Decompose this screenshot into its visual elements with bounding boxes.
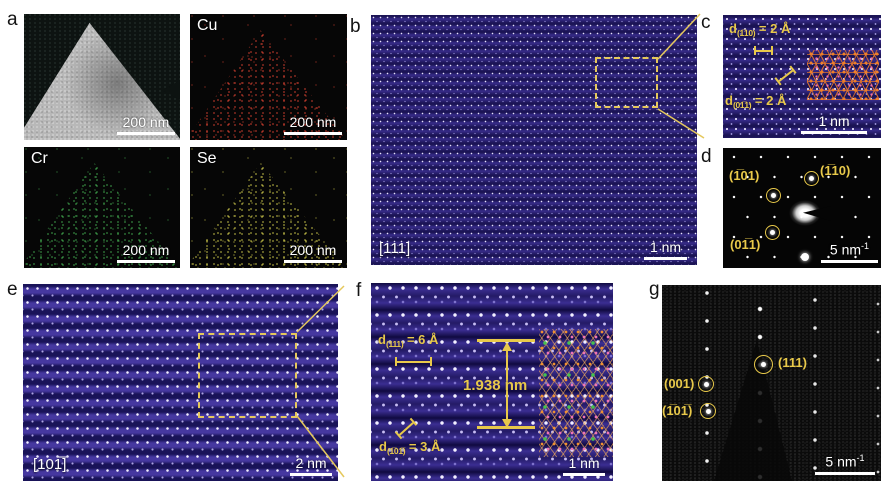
- scale-bar-text: 200 nm: [122, 241, 170, 258]
- diffraction-pattern-g: (111) (001) (1̅01̅) 5 nm-1: [662, 285, 881, 481]
- scale-bar-line: [815, 471, 875, 475]
- measurement-bracket-icon: [774, 65, 797, 86]
- scale-bar-text: 200 nm: [289, 113, 337, 130]
- zoom-region-box: [198, 333, 297, 418]
- hkl-subscript: (111): [385, 339, 404, 349]
- element-label: Cr: [31, 150, 48, 167]
- scale-bar-line: [284, 259, 342, 263]
- lattice-spacing-annotation-top: d(1̅10) = 2 Å: [729, 22, 790, 38]
- lattice-spacing-annotation-bottom: d(1̅01̅) = 3 Å: [379, 440, 440, 456]
- scale-bar: 200 nm: [117, 241, 175, 263]
- eds-map-cr: Cr 200 nm: [24, 147, 180, 268]
- reflection-label: (111): [778, 355, 807, 370]
- d-prefix: d: [729, 21, 737, 36]
- element-label: Se: [197, 150, 217, 167]
- stem-image-c: d(1̅10) = 2 Å d(01̅1) = 2 Å 1 nm: [723, 15, 881, 138]
- reflection-circle: [700, 403, 716, 419]
- spacing-value: = 6 Å: [403, 332, 439, 347]
- panel-label-a: a: [7, 9, 18, 30]
- spacing-value: = 2 Å: [751, 93, 787, 108]
- haadf-image: 200 nm: [24, 14, 180, 140]
- element-label: Cu: [197, 17, 218, 34]
- layer-boundary-line-top: [477, 339, 535, 342]
- zone-axis-label: [101̅]: [33, 456, 67, 473]
- haadf-edge-notch: [162, 66, 180, 111]
- zone-axis-label: [111]: [379, 240, 411, 257]
- d-prefix: d: [378, 332, 386, 347]
- reflection-circle: [753, 354, 773, 374]
- scale-bar: 1 nm: [563, 454, 605, 476]
- scale-bar-line: [284, 131, 342, 135]
- measurement-bracket-icon: [754, 46, 773, 55]
- layer-boundary-line-bottom: [477, 426, 535, 429]
- scale-bar: 200 nm: [284, 113, 342, 135]
- stem-image-b: [111] 1 nm: [371, 15, 697, 265]
- measurement-bracket-icon: [394, 417, 418, 440]
- scale-bar: 1 nm: [801, 112, 867, 134]
- eds-map-se: Se 200 nm: [190, 147, 347, 268]
- reflection-label: (001): [664, 376, 695, 391]
- reflection-label: (1̅10): [820, 163, 851, 178]
- scale-bar: 5 nm-1: [821, 241, 878, 263]
- scale-bar-exponent: -1: [861, 241, 870, 252]
- panel-label-c: c: [701, 12, 711, 33]
- panel-label-g: g: [649, 279, 660, 300]
- stem-image-e: [101̅] 2 nm: [23, 284, 338, 481]
- scale-bar-line: [801, 130, 867, 134]
- reflection-circle: [698, 376, 714, 392]
- panel-label-d: d: [701, 146, 712, 167]
- scale-bar-line: [290, 472, 332, 476]
- hkl-subscript: (1̅10): [736, 28, 756, 38]
- reflection-label: (1̅01̅): [662, 403, 693, 418]
- diffraction-pattern-d: (1̅01) (1̅10) (01̅1) 5 nm-1: [723, 148, 881, 268]
- reflection-label: (01̅1): [730, 237, 761, 252]
- lattice-spacing-annotation-top: d(111) = 6 Å: [378, 333, 438, 349]
- measurement-bracket-icon: [395, 357, 432, 366]
- scale-bar-line: [117, 259, 175, 263]
- d-prefix: d: [725, 93, 733, 108]
- scale-bar-line: [821, 259, 878, 263]
- hkl-subscript: (01̅1): [732, 100, 752, 110]
- scale-bar-text: 200 nm: [289, 241, 337, 258]
- scale-bar: 1 nm: [644, 238, 687, 260]
- scale-bar-line: [563, 472, 605, 476]
- spacing-value: = 2 Å: [755, 21, 791, 36]
- panel-label-f: f: [356, 280, 362, 301]
- reflection-circle: [803, 170, 819, 186]
- scale-bar-text: 1 nm: [568, 454, 600, 471]
- crystal-model-overlay: [807, 50, 879, 100]
- scale-bar: 200 nm: [117, 113, 175, 135]
- diffraction-spot: [801, 253, 809, 261]
- scale-bar-line: [644, 256, 687, 260]
- layer-thickness-label: 1.938 nm: [463, 377, 528, 394]
- scale-bar: 2 nm: [290, 454, 332, 476]
- scale-bar: 5 nm-1: [815, 453, 875, 475]
- scale-bar-text: 2 nm: [295, 454, 327, 471]
- scale-bar-text: 5 nm: [829, 241, 862, 258]
- spacing-value: = 3 Å: [405, 439, 441, 454]
- scale-bar-line: [117, 131, 175, 135]
- stem-image-f: d(111) = 6 Å 1.938 nm d(1̅01̅) = 3 Å 1 n…: [371, 283, 613, 481]
- zoom-region-box: [595, 57, 658, 108]
- scale-bar-exponent: -1: [856, 453, 865, 464]
- scale-bar-text: 200 nm: [122, 113, 170, 130]
- layer-thickness-arrow: [505, 351, 508, 419]
- hkl-subscript: (1̅01̅): [386, 446, 406, 456]
- scale-bar-text: 5 nm: [825, 453, 857, 470]
- crystal-model-overlay: [539, 329, 613, 457]
- d-prefix: d: [379, 439, 387, 454]
- reflection-label: (1̅01): [729, 168, 760, 183]
- panel-label-e: e: [7, 279, 18, 300]
- lattice-spacing-annotation-bottom: d(01̅1) = 2 Å: [725, 94, 786, 110]
- scale-bar-text: 1 nm: [818, 112, 850, 129]
- reflection-circle: [764, 224, 780, 240]
- reflection-circle: [765, 187, 781, 203]
- scale-bar-text: 1 nm: [649, 238, 682, 255]
- eds-map-cu: Cu 200 nm: [190, 14, 347, 140]
- panel-label-b: b: [350, 16, 361, 37]
- scale-bar: 200 nm: [284, 241, 342, 263]
